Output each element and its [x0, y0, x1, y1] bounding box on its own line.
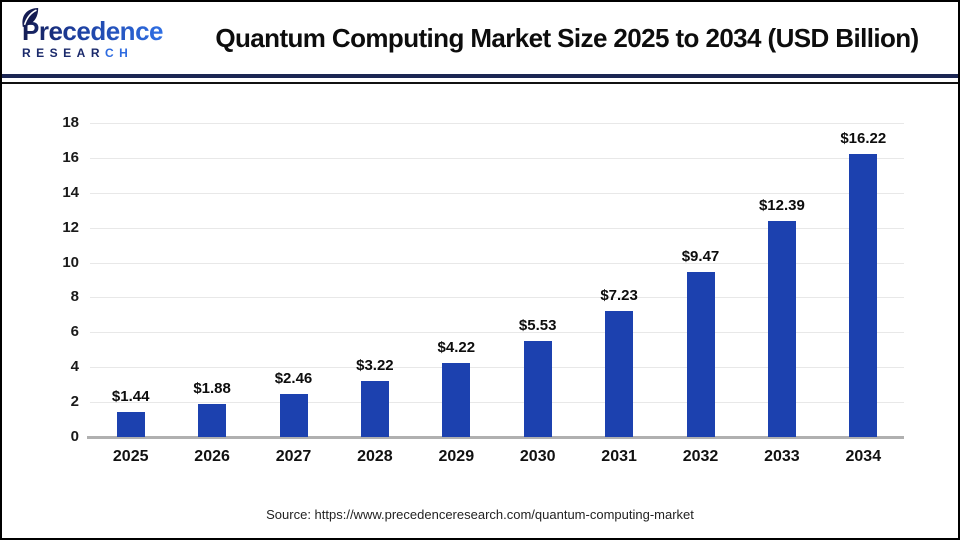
- bar-2025: [116, 411, 145, 437]
- bar-value-label: $16.22: [840, 130, 887, 148]
- gridline: [90, 332, 904, 334]
- header-divider: [2, 78, 958, 84]
- bar-2033: [767, 220, 796, 437]
- logo-subtitle-accent: CH: [105, 45, 134, 60]
- gridline: [90, 227, 904, 229]
- y-axis-tick-label: 0: [70, 428, 79, 445]
- bar-value-label: $1.88: [193, 380, 231, 398]
- logo-subtitle: RESEARCH: [22, 47, 133, 59]
- x-axis-label: 2031: [601, 448, 637, 465]
- bar-2031: [605, 310, 634, 437]
- y-axis-tick-label: 18: [62, 114, 79, 131]
- logo-name: Precedence: [22, 15, 163, 46]
- gridline: [90, 123, 904, 124]
- bar-value-label: $9.47: [681, 247, 720, 265]
- bar-2026: [198, 404, 227, 437]
- bar-2030: [523, 340, 552, 437]
- gridline: [90, 402, 904, 404]
- x-axis-label: 2034: [845, 448, 882, 465]
- header: Precedence RESEARCH Quantum Computing Ma…: [2, 2, 958, 78]
- bar-2029: [442, 363, 471, 437]
- gridline: [90, 262, 904, 264]
- bar-value-label: $12.39: [758, 196, 805, 214]
- y-axis-tick-label: 16: [62, 148, 79, 166]
- gridline: [90, 192, 904, 194]
- x-axis-label: 2029: [438, 448, 475, 465]
- logo-subtitle-main: RESEAR: [22, 45, 106, 60]
- bar-2027: [279, 394, 308, 437]
- y-axis-tick-label: 6: [70, 323, 79, 341]
- chart-title: Quantum Computing Market Size 2025 to 20…: [215, 22, 919, 53]
- gridline: [90, 157, 904, 159]
- bar-2032: [686, 271, 715, 437]
- x-axis-label: 2030: [519, 448, 556, 465]
- x-axis-label: 2025: [112, 448, 149, 465]
- bar-2034: [849, 154, 878, 437]
- y-axis-tick-label: 12: [62, 218, 79, 236]
- bar-value-label: $4.22: [437, 339, 476, 357]
- x-axis-baseline: [87, 436, 904, 439]
- y-axis-tick-label: 2: [70, 393, 79, 411]
- gridline: [90, 367, 904, 369]
- x-axis-label: 2032: [682, 448, 719, 465]
- bar-2028: [360, 380, 389, 437]
- gridline: [90, 297, 904, 299]
- y-axis-tick-label: 14: [62, 183, 79, 201]
- x-axis-label: 2028: [357, 448, 393, 465]
- logo-wordmark: Precedence: [22, 7, 163, 46]
- bar-chart: Source: https://www.precedenceresearch.c…: [2, 84, 958, 532]
- y-axis-tick-label: 10: [62, 253, 79, 271]
- bar-value-label: $7.23: [600, 286, 638, 304]
- x-axis-label: 2027: [275, 448, 312, 465]
- leaf-icon: [22, 7, 39, 27]
- y-axis-tick-label: 4: [70, 358, 79, 376]
- bar-value-label: $1.44: [111, 387, 150, 405]
- y-axis-tick-label: 8: [70, 288, 79, 306]
- bar-value-label: $5.53: [518, 316, 557, 334]
- bar-value-label: $2.46: [274, 370, 313, 388]
- bar-value-label: $3.22: [356, 356, 394, 374]
- x-axis-label: 2033: [764, 448, 800, 465]
- precedence-logo: Precedence RESEARCH: [22, 7, 192, 59]
- x-axis-label: 2026: [194, 448, 230, 465]
- source-text: Source: https://www.precedenceresearch.c…: [266, 507, 694, 522]
